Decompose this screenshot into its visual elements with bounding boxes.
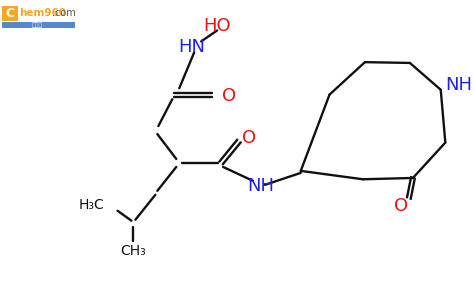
Text: CH₃: CH₃	[120, 243, 146, 258]
Text: hem960: hem960	[19, 8, 66, 18]
FancyBboxPatch shape	[2, 6, 18, 21]
Text: C: C	[5, 6, 15, 20]
Text: H₃C: H₃C	[79, 198, 105, 212]
Text: NH: NH	[247, 177, 274, 195]
Text: O: O	[394, 197, 408, 215]
Text: HO: HO	[203, 16, 231, 35]
FancyBboxPatch shape	[2, 21, 75, 28]
Text: O: O	[222, 87, 236, 105]
Text: .com: .com	[52, 8, 75, 18]
Text: 化工网: 化工网	[32, 22, 44, 28]
Text: NH: NH	[445, 76, 472, 94]
Text: O: O	[242, 129, 256, 147]
Text: HN: HN	[179, 38, 206, 57]
